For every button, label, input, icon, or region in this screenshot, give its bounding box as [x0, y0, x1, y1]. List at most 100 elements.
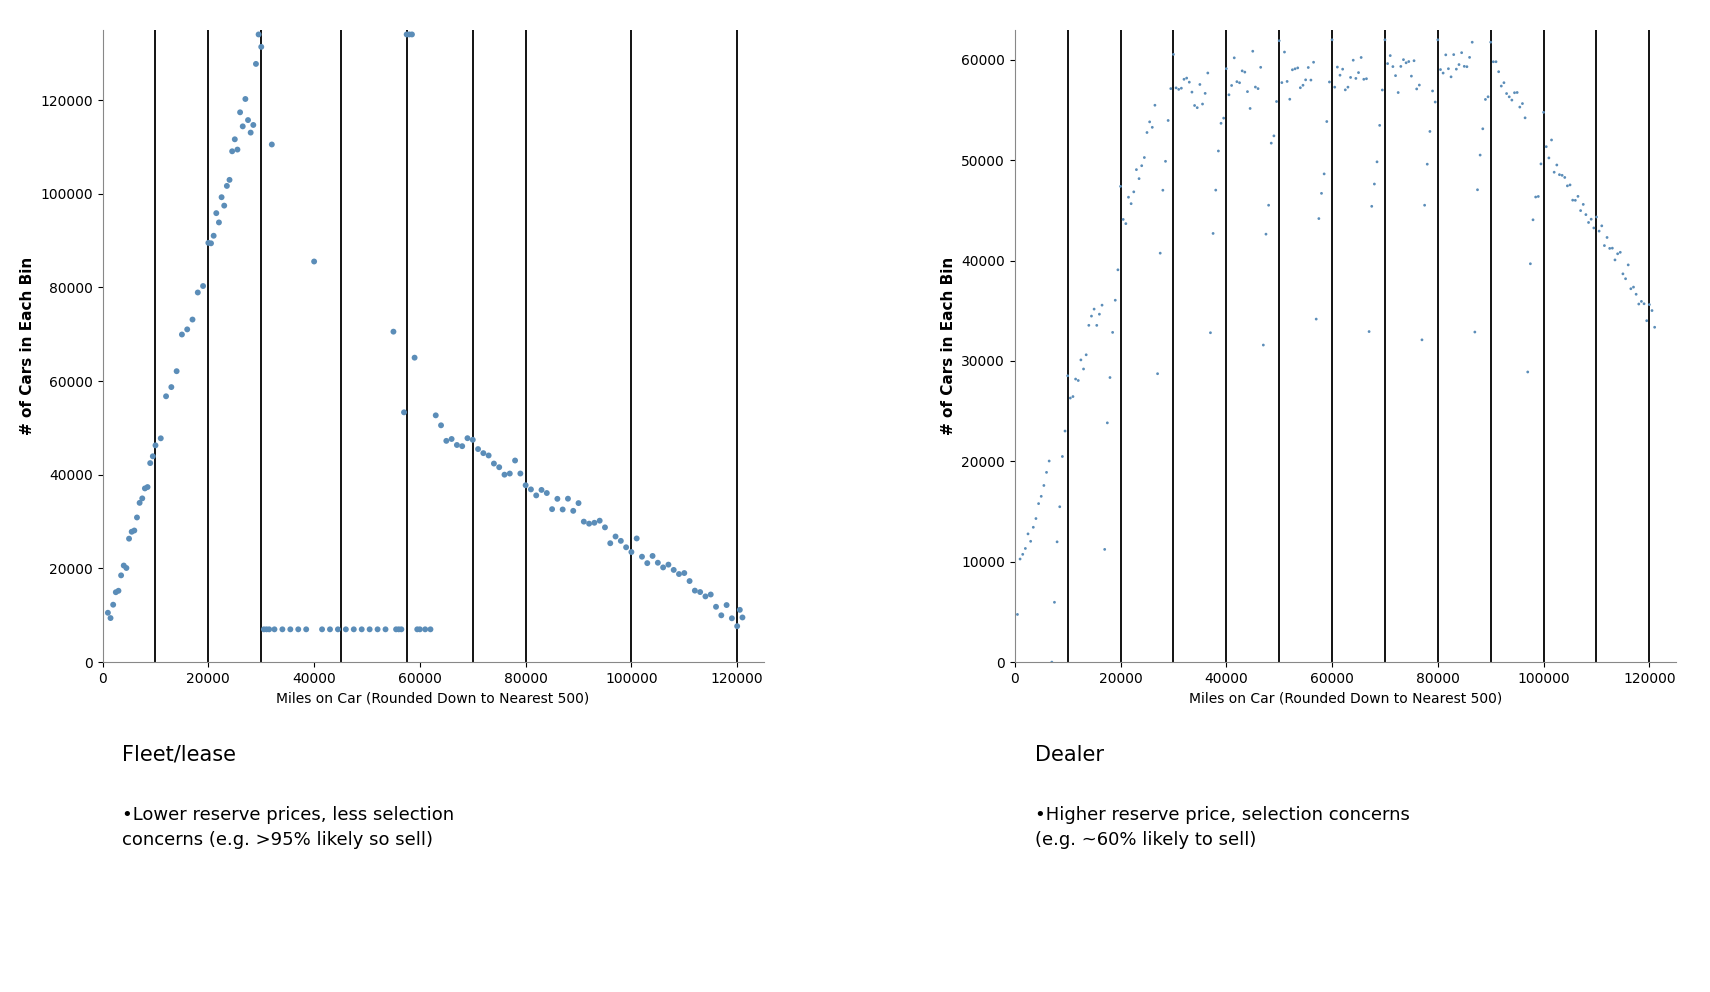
Point [1353, 70, 1380, 86]
Point [465, 441, 492, 457]
Point [1313, 114, 1341, 130]
Point [640, 548, 667, 563]
Point [243, 56, 270, 71]
Point [173, 321, 200, 337]
Point [1469, 121, 1496, 137]
Point [622, 531, 650, 547]
Point [1041, 594, 1069, 610]
Point [123, 510, 150, 526]
Point [1310, 166, 1337, 182]
Point [1308, 186, 1336, 201]
Point [1459, 35, 1486, 51]
Point [1144, 366, 1171, 382]
Point [1438, 68, 1465, 84]
Point [1170, 71, 1197, 87]
Point [393, 27, 421, 43]
Point [1048, 448, 1076, 464]
Point [214, 178, 241, 193]
Point [607, 533, 634, 549]
Point [308, 621, 335, 637]
Point [602, 529, 629, 545]
Point [157, 379, 185, 395]
Point [1153, 154, 1180, 170]
Point [1361, 177, 1389, 192]
Point [1409, 332, 1436, 348]
Point [1007, 552, 1035, 567]
Point [1187, 76, 1214, 92]
Point [1033, 464, 1060, 480]
Point [1595, 240, 1623, 256]
Point [1411, 197, 1438, 213]
Point [1342, 70, 1370, 86]
Point [1493, 85, 1520, 101]
Point [713, 597, 740, 613]
Point [258, 137, 286, 153]
Y-axis label: # of Cars in Each Bin: # of Cars in Each Bin [21, 257, 34, 435]
Point [1512, 110, 1539, 126]
Point [1565, 188, 1592, 204]
Point [1570, 196, 1597, 212]
Point [1324, 60, 1351, 75]
Point [587, 513, 614, 529]
Point [1019, 520, 1047, 536]
Point [1141, 97, 1168, 113]
Point [1206, 143, 1233, 159]
Point [1264, 93, 1291, 109]
Point [1517, 256, 1544, 272]
Point [1477, 35, 1505, 51]
Point [1072, 347, 1100, 363]
Point [1004, 606, 1031, 622]
Point [1245, 80, 1272, 96]
Point [1130, 150, 1158, 166]
Point [1012, 541, 1040, 557]
Point [698, 586, 725, 602]
Point [1525, 188, 1553, 204]
Point [1435, 61, 1462, 76]
Point [655, 557, 682, 572]
Point [197, 235, 224, 251]
Point [1542, 157, 1570, 173]
Point [1105, 262, 1132, 278]
Point [1255, 197, 1282, 213]
X-axis label: Miles on Car (Rounded Down to Nearest 500): Miles on Car (Rounded Down to Nearest 50… [277, 691, 590, 705]
Point [238, 125, 265, 141]
Point [226, 104, 253, 120]
Point [1223, 73, 1250, 89]
Point [1076, 317, 1103, 333]
Point [268, 621, 296, 637]
Point [1460, 324, 1488, 340]
Point [115, 531, 142, 547]
Point [1038, 654, 1065, 670]
Point [1146, 245, 1173, 261]
Point [340, 621, 368, 637]
Point [1260, 128, 1288, 144]
Point [516, 481, 544, 497]
Point [1252, 226, 1279, 242]
Point [1508, 95, 1536, 111]
Point [1414, 156, 1442, 172]
Point [422, 408, 450, 424]
Point [395, 27, 422, 43]
Point [1047, 499, 1074, 515]
Point [1221, 50, 1248, 65]
Point [385, 621, 412, 637]
Point [1583, 209, 1611, 225]
Point [103, 584, 130, 600]
Point [108, 567, 135, 583]
Point [1387, 59, 1414, 74]
Point [1406, 77, 1433, 93]
Point [1636, 297, 1664, 312]
Point [1571, 206, 1599, 222]
Point [1464, 182, 1491, 197]
Point [1589, 218, 1616, 234]
Point [185, 285, 212, 301]
Point [1339, 53, 1366, 68]
Point [1163, 80, 1190, 96]
Point [1183, 100, 1211, 116]
Point [1168, 80, 1195, 96]
Point [470, 445, 498, 461]
Point [1496, 89, 1524, 105]
Point [1096, 370, 1123, 386]
Point [1194, 65, 1221, 81]
Point [1207, 115, 1235, 131]
